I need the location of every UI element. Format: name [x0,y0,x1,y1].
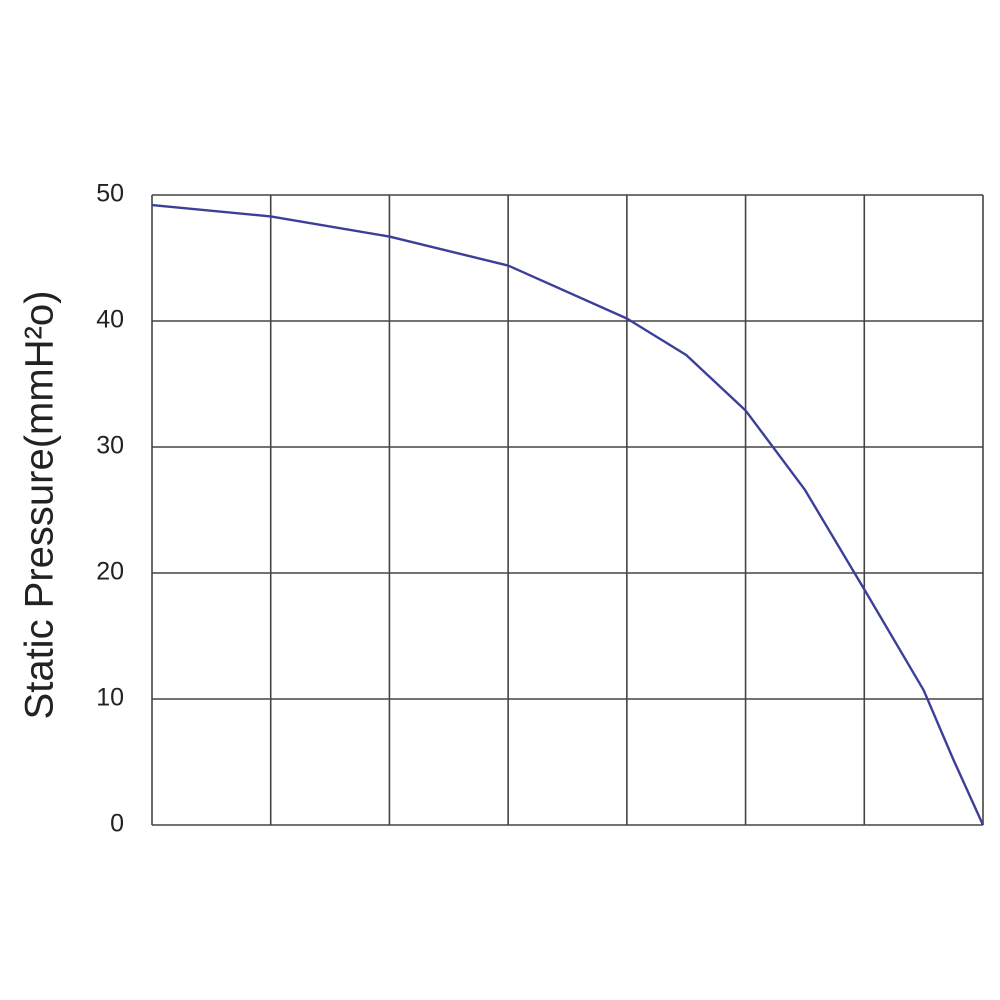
y-axis-label: Static Pressure(mmH²o) [18,291,62,720]
y-tick-label: 20 [96,558,124,586]
y-tick-label: 50 [96,180,124,208]
y-tick-label: 40 [96,306,124,334]
y-tick-label: 0 [110,810,124,838]
data-line [151,203,985,826]
y-tick-label: 10 [96,684,124,712]
y-tick-label: 30 [96,432,124,460]
